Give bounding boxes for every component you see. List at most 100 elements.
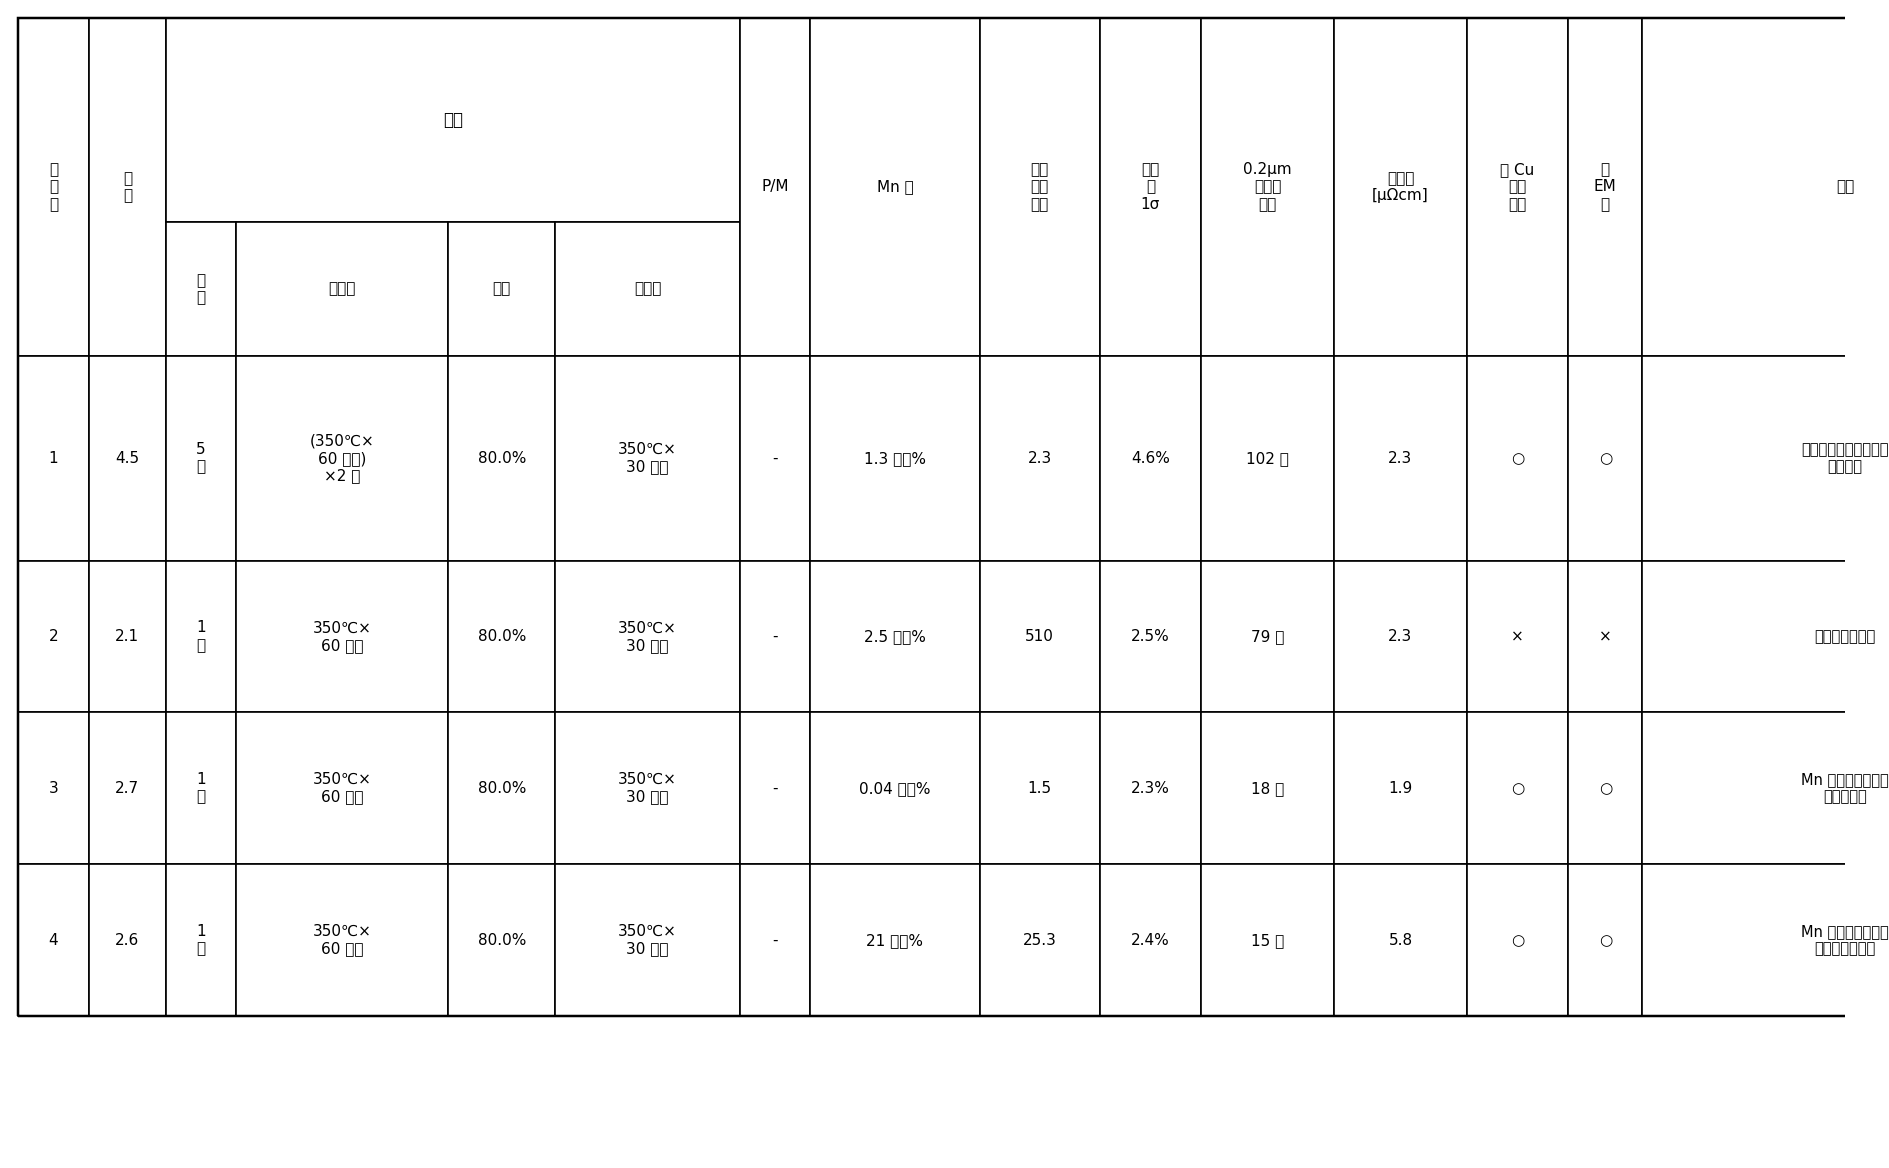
Bar (555, 356, 740, 561)
Bar (166, 356, 236, 561)
Bar (19, 712, 89, 864)
Text: 2.4%: 2.4% (1132, 933, 1169, 947)
Text: 1.3 重量%: 1.3 重量% (863, 451, 926, 466)
Text: 对 Cu
的阻
挡性: 对 Cu 的阻 挡性 (1500, 162, 1534, 211)
Bar (236, 864, 448, 1016)
Bar (1099, 561, 1201, 712)
Text: 80.0%: 80.0% (478, 781, 525, 795)
Text: ×: × (1511, 630, 1524, 644)
Text: 350℃×
60 分钟: 350℃× 60 分钟 (314, 620, 372, 653)
Text: Mn 量: Mn 量 (876, 180, 912, 194)
Text: 2.7: 2.7 (115, 781, 140, 795)
Text: 取
向: 取 向 (123, 171, 132, 203)
Bar (555, 864, 740, 1016)
Bar (1468, 712, 1568, 864)
Text: Mn 过多；比电阻过
高，不适合实用: Mn 过多；比电阻过 高，不适合实用 (1802, 924, 1889, 957)
Bar (448, 561, 555, 712)
Bar (1642, 356, 1889, 561)
Bar (1568, 18, 1642, 356)
Text: 1.5: 1.5 (1028, 781, 1052, 795)
Bar (448, 712, 555, 864)
Bar (1201, 864, 1334, 1016)
Bar (1642, 18, 1889, 356)
Text: 工艺: 工艺 (444, 111, 463, 128)
Bar (810, 18, 980, 356)
Bar (740, 356, 810, 561)
Text: 杂质多；颗粒多: 杂质多；颗粒多 (1815, 630, 1876, 644)
Bar (448, 864, 555, 1016)
Bar (19, 864, 89, 1016)
Bar (1201, 356, 1334, 561)
Text: 1
次: 1 次 (196, 772, 206, 805)
Bar (1201, 712, 1334, 864)
Text: 锻
造: 锻 造 (196, 273, 206, 305)
Text: 轧制: 轧制 (493, 281, 512, 297)
Bar (980, 712, 1099, 864)
Text: -: - (773, 781, 778, 795)
Bar (448, 222, 555, 356)
Text: 2.3%: 2.3% (1132, 781, 1169, 795)
Bar (1468, 561, 1568, 712)
Text: 2.3: 2.3 (1388, 451, 1413, 466)
Text: 2.1: 2.1 (115, 630, 140, 644)
Bar (1642, 864, 1889, 1016)
Bar (19, 561, 89, 712)
Text: 102 个: 102 个 (1247, 451, 1288, 466)
Text: 1
次: 1 次 (196, 924, 206, 957)
Bar (166, 18, 740, 222)
Text: 4.5: 4.5 (115, 451, 140, 466)
Text: Mn 过少；未形成自
形成阻挡层: Mn 过少；未形成自 形成阻挡层 (1802, 772, 1889, 805)
Text: 备注: 备注 (1836, 180, 1855, 194)
Text: ○: ○ (1598, 933, 1611, 947)
Text: 350℃×
60 分钟: 350℃× 60 分钟 (314, 772, 372, 805)
Text: 1
次: 1 次 (196, 620, 206, 653)
Text: -: - (773, 451, 778, 466)
Bar (89, 864, 166, 1016)
Text: 4: 4 (49, 933, 59, 947)
Text: 3: 3 (49, 781, 59, 795)
Text: 350℃×
30 分钟: 350℃× 30 分钟 (618, 443, 676, 474)
Bar (19, 18, 1889, 1016)
Bar (810, 561, 980, 712)
Bar (1568, 712, 1642, 864)
Text: P/M: P/M (761, 180, 790, 194)
Bar (555, 222, 740, 356)
Text: 2.6: 2.6 (115, 933, 140, 947)
Text: 2.5 重量%: 2.5 重量% (863, 630, 926, 644)
Text: 杂质
金属
成分: 杂质 金属 成分 (1031, 162, 1048, 211)
Bar (19, 356, 89, 561)
Bar (19, 18, 89, 356)
Bar (1334, 561, 1468, 712)
Text: ○: ○ (1511, 933, 1524, 947)
Text: 2: 2 (49, 630, 59, 644)
Text: 350℃×
60 分钟: 350℃× 60 分钟 (314, 924, 372, 957)
Bar (810, 712, 980, 864)
Bar (555, 712, 740, 864)
Text: 2.3: 2.3 (1028, 451, 1052, 466)
Text: ×: × (1598, 630, 1611, 644)
Text: 21 重量%: 21 重量% (867, 933, 924, 947)
Text: 1: 1 (49, 451, 59, 466)
Text: -: - (773, 933, 778, 947)
Bar (810, 356, 980, 561)
Text: ○: ○ (1511, 451, 1524, 466)
Text: 350℃×
30 分钟: 350℃× 30 分钟 (618, 620, 676, 653)
Bar (89, 561, 166, 712)
Text: 15 个: 15 个 (1251, 933, 1285, 947)
Text: 80.0%: 80.0% (478, 630, 525, 644)
Bar (1468, 864, 1568, 1016)
Bar (1099, 864, 1201, 1016)
Text: 350℃×
30 分钟: 350℃× 30 分钟 (618, 924, 676, 957)
Bar (1099, 356, 1201, 561)
Text: ○: ○ (1598, 451, 1611, 466)
Text: -: - (773, 630, 778, 644)
Text: 80.0%: 80.0% (478, 933, 525, 947)
Bar (740, 864, 810, 1016)
Bar (1642, 561, 1889, 712)
Text: 0.04 重量%: 0.04 重量% (859, 781, 931, 795)
Bar (1468, 356, 1568, 561)
Text: 5.8: 5.8 (1388, 933, 1413, 947)
Bar (810, 864, 980, 1016)
Bar (980, 561, 1099, 712)
Text: 5
次: 5 次 (196, 443, 206, 474)
